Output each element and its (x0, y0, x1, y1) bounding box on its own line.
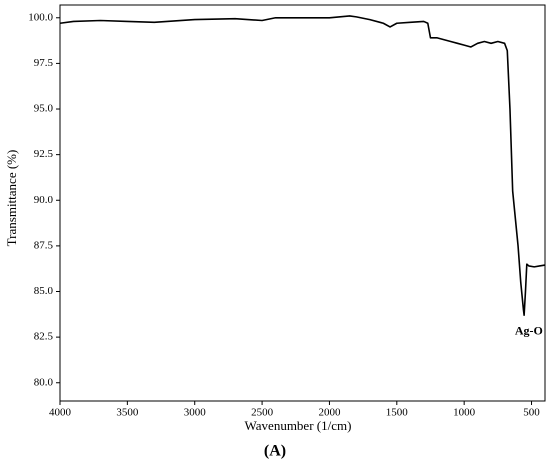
x-tick-label: 500 (523, 407, 540, 419)
x-tick-label: 1500 (386, 407, 409, 419)
caption: (A) (264, 443, 286, 460)
x-tick-label: 4000 (49, 407, 72, 419)
x-axis-label: Wavenumber (1/cm) (245, 418, 352, 433)
x-tick-label: 3500 (116, 407, 139, 419)
x-tick-label: 2500 (251, 407, 274, 419)
y-tick-label: 95.0 (34, 103, 54, 115)
y-tick-label: 100.0 (28, 11, 53, 23)
y-tick-label: 82.5 (34, 331, 54, 343)
y-tick-label: 92.5 (34, 148, 54, 160)
y-axis-label: Transmittance (%) (4, 150, 19, 247)
y-tick-label: 80.0 (34, 376, 54, 388)
y-tick-label: 87.5 (34, 239, 54, 251)
x-tick-label: 2000 (318, 407, 341, 419)
plot-frame (59, 4, 546, 402)
spectrum-line (59, 15, 546, 317)
y-tick-label: 85.0 (34, 285, 54, 297)
annotation: Ag-O (515, 323, 543, 337)
y-tick-label: 97.5 (34, 57, 54, 69)
y-tick-label: 90.0 (34, 194, 54, 206)
x-tick-label: 3000 (184, 407, 207, 419)
x-tick-label: 1000 (453, 407, 476, 419)
